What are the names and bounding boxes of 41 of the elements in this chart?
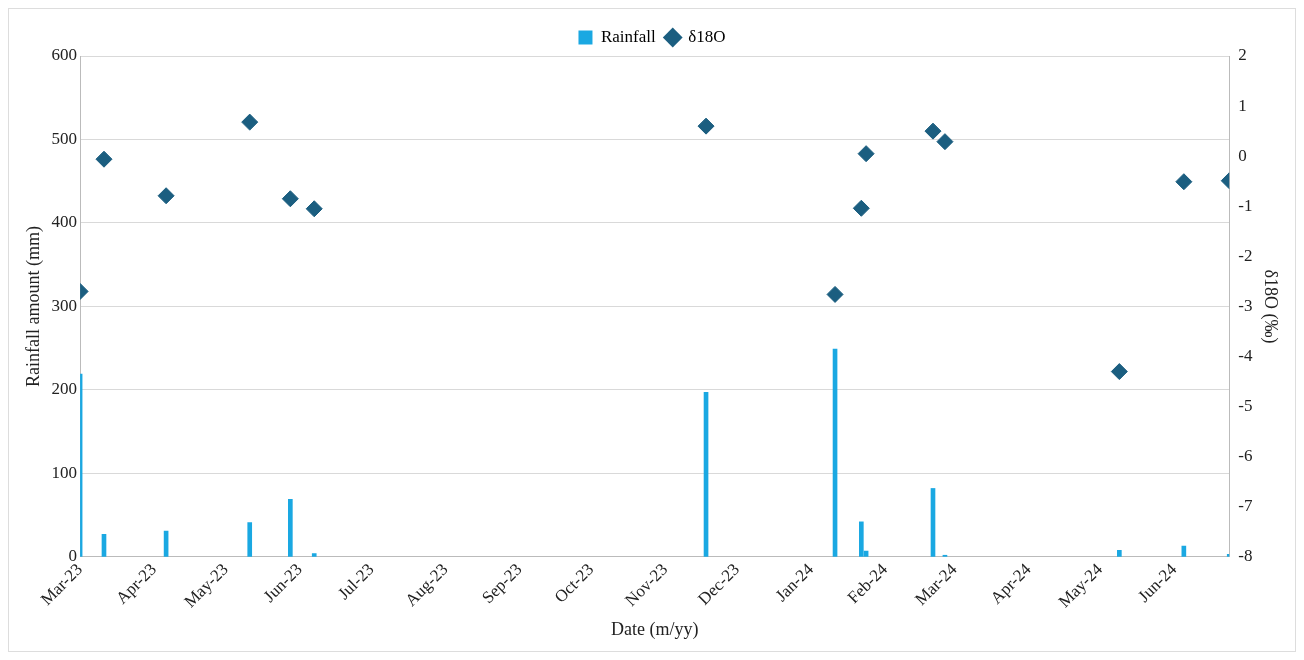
- bar: [247, 522, 253, 557]
- y2-tick-label: -1: [1238, 195, 1253, 215]
- point: [697, 117, 715, 135]
- legend-label: δ18O: [688, 26, 726, 46]
- y-tick-label: 200: [51, 379, 78, 399]
- y-tick-label: 300: [51, 295, 78, 315]
- y2-tick-label: -4: [1238, 346, 1253, 366]
- point: [1110, 363, 1128, 381]
- point: [95, 150, 113, 168]
- y-axis-title: Rainfall amount (mm): [22, 225, 44, 387]
- y-tick-label: 600: [51, 45, 78, 65]
- x-axis-title: Date (m/yy): [610, 618, 699, 640]
- point: [826, 285, 844, 303]
- point: [281, 190, 299, 208]
- bar: [288, 498, 293, 557]
- y2-tick-label: 1: [1238, 95, 1247, 115]
- y2-axis-title: δ18O (‰): [1260, 269, 1282, 344]
- y2-tick-label: -7: [1238, 496, 1253, 516]
- y2-tick-label: -3: [1238, 295, 1253, 315]
- y-tick-label: 100: [51, 462, 78, 482]
- point: [305, 200, 323, 218]
- bar: [1117, 549, 1122, 557]
- y2-tick-label: 2: [1238, 45, 1247, 65]
- point: [241, 113, 259, 131]
- y2-tick-label: -6: [1238, 446, 1253, 466]
- point: [924, 122, 942, 140]
- bar: [311, 553, 317, 557]
- bar: [1226, 554, 1230, 557]
- point: [157, 187, 175, 205]
- bar: [858, 521, 864, 557]
- y-tick-label: 400: [51, 212, 78, 232]
- y2-tick-label: 0: [1238, 145, 1247, 165]
- point: [936, 133, 954, 151]
- y-tick-label: 500: [51, 128, 78, 148]
- y2-tick-label: -5: [1238, 396, 1253, 416]
- y2-tick-label: -2: [1238, 245, 1253, 265]
- point: [852, 199, 870, 217]
- point: [857, 145, 875, 163]
- y2-tick-label: -8: [1238, 546, 1253, 566]
- point: [1175, 173, 1193, 191]
- legend-label: Rainfall: [600, 26, 657, 46]
